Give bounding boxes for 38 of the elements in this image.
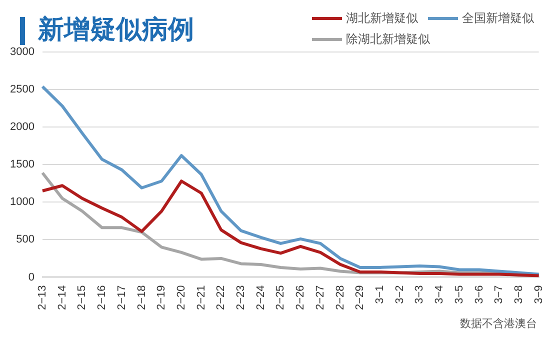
x-tick-label: 2−16: [96, 285, 108, 310]
x-tick-label: 2−14: [56, 285, 68, 310]
y-tick-label: 2000: [10, 121, 34, 134]
x-tick-label: 3−5: [453, 285, 466, 304]
x-tick-label: 3−1: [374, 285, 386, 304]
x-tick-label: 3−7: [493, 285, 506, 304]
text: 数据不含港澳台: [460, 316, 537, 331]
x-tick-label: 2−23: [235, 285, 248, 310]
x-tick-label: 2−25: [274, 285, 287, 310]
x-tick-label: 3−4: [434, 285, 446, 304]
x-tick-label: 3−9: [532, 285, 545, 304]
x-tick-label: 2−17: [116, 285, 128, 310]
x-tick-label: 2−22: [215, 285, 228, 310]
x-tick-label: 2−29: [354, 285, 366, 310]
y-tick-label: 500: [16, 234, 34, 246]
x-tick-label: 3−6: [473, 285, 486, 304]
x-tick-label: 2−15: [76, 285, 88, 310]
x-tick-label: 2−18: [136, 285, 148, 310]
y-tick-label: 1000: [10, 196, 34, 208]
legend-label: 湖北新增疑似: [346, 10, 418, 27]
legend-label: 除湖北新增疑似: [346, 31, 430, 48]
x-tick-label: 3−8: [512, 285, 525, 304]
x-tick-label: 2−13: [36, 285, 48, 310]
chart-title: 新增疑似病例: [38, 14, 194, 47]
x-tick-label: 3−3: [414, 285, 426, 304]
y-tick-label: 0: [28, 271, 34, 284]
x-tick-label: 2−21: [195, 285, 208, 310]
x-tick-label: 2−19: [156, 285, 168, 310]
x-tick-label: 2−24: [254, 285, 267, 310]
x-tick-label: 2−20: [175, 285, 188, 310]
x-tick-label: 2−28: [334, 285, 346, 310]
x-tick-label: 2−26: [294, 285, 307, 310]
y-tick-label: 2500: [10, 84, 34, 96]
y-tick-label: 1500: [10, 158, 34, 171]
y-tick-label: 3000: [10, 46, 34, 58]
x-tick-label: 2−27: [314, 285, 326, 310]
legend-label: 全国新增疑似: [462, 10, 534, 27]
x-tick-label: 3−2: [394, 285, 406, 304]
